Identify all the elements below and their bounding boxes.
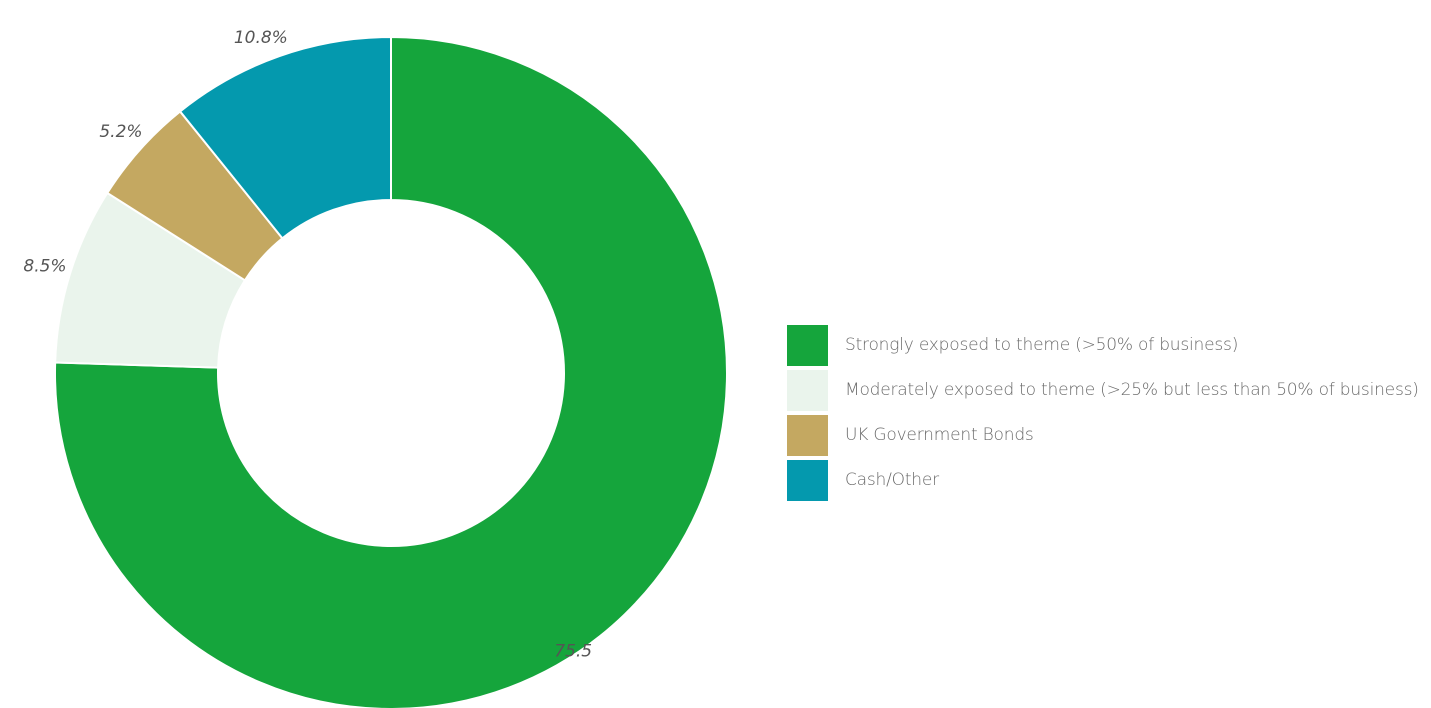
slice-label-3: 10.8%	[234, 28, 288, 48]
legend-item-strongly-exposed: Strongly exposed to theme (>50% of busin…	[787, 324, 1431, 366]
legend-label: Moderately exposed to theme (>25% but le…	[845, 380, 1419, 400]
legend-swatch	[787, 459, 828, 501]
legend-swatch	[787, 324, 828, 366]
slice-labels: 75.5 8.5% 5.2% 10.8%	[23, 28, 592, 661]
legend-item-moderately-exposed: Moderately exposed to theme (>25% but le…	[787, 369, 1431, 411]
slice-label-1: 8.5%	[23, 257, 66, 277]
donut-slice-0	[54, 35, 728, 708]
slice-label-0: 75.5	[554, 641, 592, 661]
donut-slice-3	[178, 35, 392, 240]
legend-item-cash-other: Cash/Other	[787, 459, 1431, 501]
legend-swatch	[787, 369, 828, 411]
legend: Strongly exposed to theme (>50% of busin…	[787, 324, 1431, 504]
legend-item-uk-government-bonds: UK Government Bonds	[787, 414, 1431, 456]
legend-label: Strongly exposed to theme (>50% of busin…	[845, 335, 1239, 355]
donut-slices	[54, 35, 728, 708]
legend-label: UK Government Bonds	[845, 425, 1034, 445]
slice-label-2: 5.2%	[99, 122, 142, 142]
legend-label: Cash/Other	[845, 470, 939, 490]
legend-swatch	[787, 414, 828, 456]
